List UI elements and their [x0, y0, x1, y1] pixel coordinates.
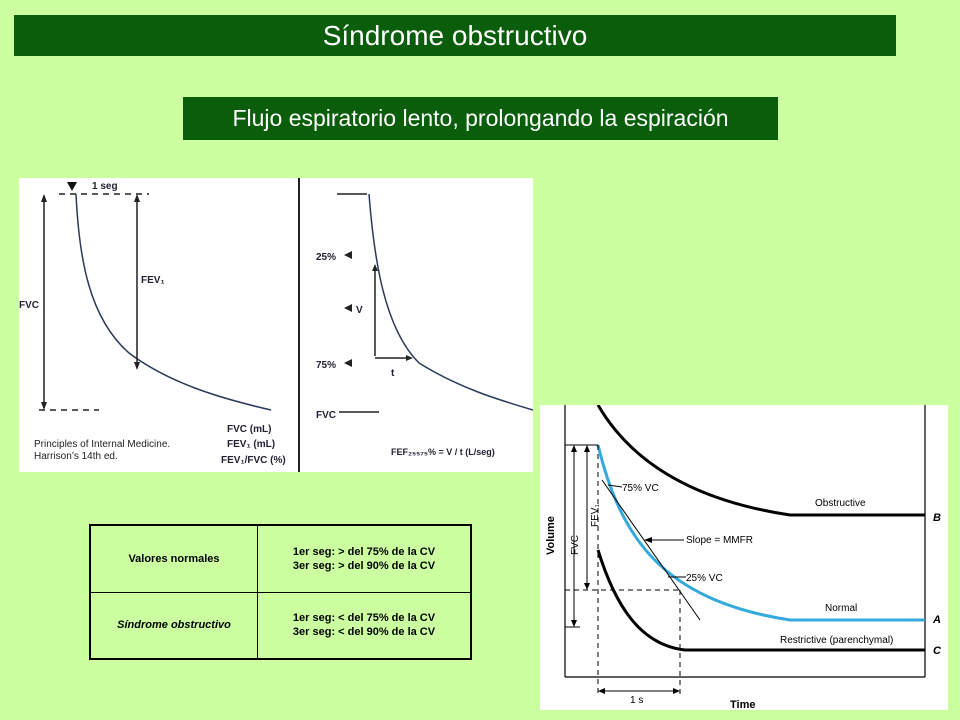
one-s-label: 1 s [630, 695, 643, 706]
row-label: Valores normales [89, 524, 258, 593]
volume-time-curve-right [368, 193, 533, 411]
legend-line-1: FVC (mL) [227, 424, 271, 435]
label-fvc: FVC [19, 300, 39, 311]
table-row: Valores normales 1er seg: > del 75% de l… [89, 524, 472, 593]
letter-c: C [933, 645, 942, 657]
label-1seg: 1 seg [92, 181, 118, 192]
table-row: Síndrome obstructivo 1er seg: < del 75% … [89, 591, 472, 660]
label-t: t [391, 368, 395, 379]
label-75: 75% [316, 360, 336, 371]
row-line: 1er seg: < del 75% de la CV [292, 612, 436, 625]
volume-time-curve-left [75, 193, 272, 411]
vc25-label: 25% VC [686, 573, 723, 584]
slide-title: Síndrome obstructivo [14, 15, 896, 56]
restrictive-label: Restrictive (parenchymal) [780, 635, 893, 646]
obstructive-curve [596, 405, 925, 517]
citation: Principles of Internal Medicine. Harriso… [34, 439, 184, 463]
obstructive-label: Obstructive [815, 498, 866, 509]
label-fev1: FEV₁ [141, 275, 165, 286]
slide-subtitle: Flujo espiratorio lento, prolongando la … [183, 97, 778, 140]
label-25: 25% [316, 252, 336, 263]
label-fvc-2: FVC [316, 410, 336, 421]
normal-label: Normal [825, 603, 857, 614]
start-marker-icon [67, 182, 77, 191]
row-line: 1er seg: > del 75% de la CV [292, 545, 436, 558]
row-values: 1er seg: > del 75% de la CV 3er seg: > d… [257, 524, 472, 593]
normal-curve [596, 444, 925, 622]
spirometry-figure-right: Volume Time Obstructive B Normal A Restr… [540, 405, 948, 710]
fev1-label: FEV₁ [590, 504, 601, 527]
row-line: 3er seg: > del 90% de la CV [292, 559, 436, 572]
slope-label: Slope = MMFR [686, 535, 753, 546]
row-values: 1er seg: < del 75% de la CV 3er seg: < d… [257, 591, 472, 660]
fef-formula: FEF₂₅₅₇₅% = V / t (L/seg) [391, 447, 495, 457]
legend-line-2: FEV₁ (mL) [227, 439, 275, 450]
fvc-label: FVC [570, 535, 581, 555]
x-axis-label: Time [730, 699, 755, 710]
values-table: Valores normales 1er seg: > del 75% de l… [89, 524, 472, 660]
spirometry-figure-left: 1 seg FVC FEV₁ FVC (mL) FEV₁ (mL) FEV₁/F… [19, 178, 533, 472]
vc75-label: 75% VC [622, 483, 659, 494]
legend-line-3: FEV₁/FVC (%) [221, 455, 286, 466]
y-axis-label: Volume [545, 516, 557, 555]
label-v: V [356, 305, 363, 316]
row-line: 3er seg: < del 90% de la CV [292, 626, 436, 639]
mmfr-slope-line [601, 479, 701, 621]
row-label: Síndrome obstructivo [89, 591, 258, 660]
letter-b: B [933, 512, 941, 524]
letter-a: A [932, 614, 941, 626]
restrictive-curve [596, 549, 925, 652]
